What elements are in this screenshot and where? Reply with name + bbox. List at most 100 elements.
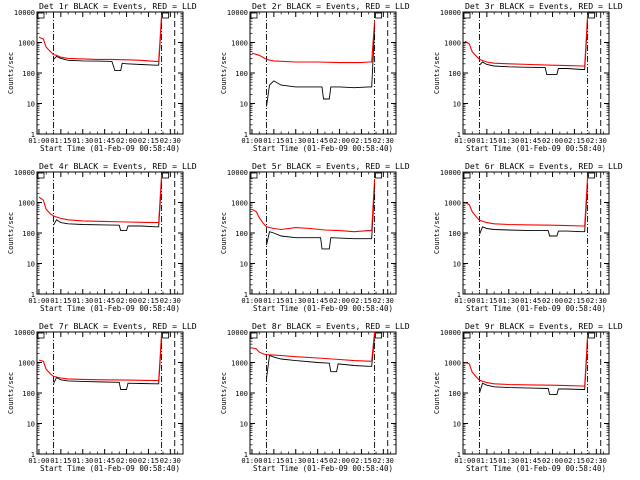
series-lld-line — [38, 333, 163, 382]
y-axis-label: Counts/sec — [7, 372, 15, 414]
y-tick-label: 1 — [457, 131, 461, 139]
y-tick-label: 100 — [22, 230, 35, 238]
x-tick-label: 01:45 — [520, 137, 541, 145]
x-tick-label: 01:30 — [498, 297, 519, 305]
y-tick-label: 10 — [240, 261, 248, 269]
y-tick-label: 100 — [448, 390, 461, 398]
series-events-line — [479, 341, 589, 395]
x-axis-label: Start Time (01-Feb-09 00:58:40) — [466, 304, 606, 313]
x-tick-label: 01:15 — [476, 297, 497, 305]
x-tick-label: 01:45 — [307, 297, 328, 305]
corner-box-right — [375, 172, 382, 179]
chart-title: Det 8r BLACK = Events, RED = LLD — [252, 321, 410, 331]
y-tick-label: 1000 — [18, 360, 35, 368]
x-tick-label: 02:00 — [329, 137, 350, 145]
x-tick-label: 01:45 — [520, 457, 541, 465]
y-tick-label: 100 — [235, 230, 248, 238]
corner-box-left — [37, 332, 45, 339]
corner-box-right — [375, 332, 382, 339]
x-tick-label: 01:30 — [498, 137, 519, 145]
x-tick-label: 01:30 — [285, 137, 306, 145]
x-tick-label: 01:00 — [454, 297, 475, 305]
chart-panel-7: Det 7r BLACK = Events, RED = LLD 1 10 100 10… — [7, 321, 197, 473]
y-tick-label: 100 — [22, 390, 35, 398]
chart-title: Det 4r BLACK = Events, RED = LLD — [39, 161, 197, 171]
y-tick-label: 10000 — [14, 9, 35, 17]
series-lld-line — [251, 178, 376, 233]
y-tick-label: 1000 — [231, 360, 248, 368]
x-tick-label: 02:00 — [116, 137, 137, 145]
y-tick-label: 1000 — [444, 40, 461, 48]
x-axis-label: Start Time (01-Feb-09 00:58:40) — [40, 464, 180, 473]
series-events-line — [266, 336, 376, 379]
x-tick-label: 01:00 — [454, 457, 475, 465]
x-axis-label: Start Time (01-Feb-09 00:58:40) — [466, 464, 606, 473]
corner-box-left — [250, 332, 258, 339]
y-axis-label: Counts/sec — [7, 212, 15, 254]
chart-title: Det 9r BLACK = Events, RED = LLD — [465, 321, 623, 331]
chart-title: Det 2r BLACK = Events, RED = LLD — [252, 1, 410, 11]
series-events-line — [266, 187, 376, 250]
x-tick-label: 01:15 — [476, 137, 497, 145]
x-tick-label: 02:00 — [542, 297, 563, 305]
y-tick-label: 10 — [453, 261, 461, 269]
x-tick-label: 01:15 — [50, 457, 71, 465]
y-tick-label: 1 — [31, 451, 35, 459]
series-lld-line — [464, 14, 589, 67]
corner-box-right — [588, 172, 595, 179]
y-tick-label: 1 — [31, 131, 35, 139]
chart-panel-3: Det 3r BLACK = Events, RED = LLD 1 10 100 10… — [433, 1, 623, 153]
y-tick-label: 10 — [27, 101, 35, 109]
x-tick-label: 02:00 — [329, 457, 350, 465]
corner-box-right — [162, 172, 169, 179]
x-tick-label: 01:00 — [28, 297, 49, 305]
x-tick-label: 02:15 — [138, 297, 159, 305]
x-tick-label: 01:30 — [72, 137, 93, 145]
series-lld-line — [251, 331, 376, 362]
y-axis-label: Counts/sec — [220, 372, 228, 414]
y-tick-label: 10 — [27, 261, 35, 269]
corner-box-left — [37, 172, 45, 179]
corner-box-right — [588, 12, 595, 19]
series-lld-line — [251, 21, 376, 64]
y-tick-label: 10 — [453, 421, 461, 429]
x-tick-label: 02:30 — [586, 297, 607, 305]
x-tick-label: 02:15 — [138, 137, 159, 145]
chart-title: Det 3r BLACK = Events, RED = LLD — [465, 1, 623, 11]
chart-panel-4: Det 4r BLACK = Events, RED = LLD 1 10 100 10… — [7, 161, 197, 313]
corner-box-left — [37, 12, 45, 19]
x-tick-label: 01:15 — [263, 457, 284, 465]
y-tick-label: 10000 — [440, 9, 461, 17]
x-tick-label: 01:00 — [241, 137, 262, 145]
y-tick-label: 10 — [453, 101, 461, 109]
y-tick-label: 10000 — [227, 169, 248, 177]
x-tick-label: 01:00 — [28, 137, 49, 145]
y-tick-label: 1000 — [231, 40, 248, 48]
corner-box-right — [162, 12, 169, 19]
x-tick-label: 01:30 — [285, 297, 306, 305]
y-tick-label: 10000 — [440, 329, 461, 337]
chart-title: Det 1r BLACK = Events, RED = LLD — [39, 1, 197, 11]
x-tick-label: 02:15 — [138, 457, 159, 465]
y-axis-label: Counts/sec — [7, 52, 15, 94]
chart-title: Det 5r BLACK = Events, RED = LLD — [252, 161, 410, 171]
y-tick-label: 10000 — [440, 169, 461, 177]
y-tick-label: 1 — [244, 131, 248, 139]
series-events-line — [266, 27, 376, 107]
y-tick-label: 1 — [457, 451, 461, 459]
x-tick-label: 01:00 — [241, 457, 262, 465]
x-axis-label: Start Time (01-Feb-09 00:58:40) — [253, 144, 393, 153]
x-tick-label: 01:15 — [263, 297, 284, 305]
corner-box-left — [250, 172, 258, 179]
chart-panel-6: Det 6r BLACK = Events, RED = LLD 1 10 100 10… — [433, 161, 623, 313]
x-tick-label: 02:30 — [586, 457, 607, 465]
chart-title: Det 6r BLACK = Events, RED = LLD — [465, 161, 623, 171]
x-axis-label: Start Time (01-Feb-09 00:58:40) — [40, 144, 180, 153]
y-axis-label: Counts/sec — [220, 212, 228, 254]
x-tick-label: 02:00 — [116, 297, 137, 305]
x-tick-label: 01:30 — [285, 457, 306, 465]
x-tick-label: 01:00 — [454, 137, 475, 145]
series-events-line — [53, 338, 163, 390]
x-tick-label: 02:30 — [160, 297, 181, 305]
